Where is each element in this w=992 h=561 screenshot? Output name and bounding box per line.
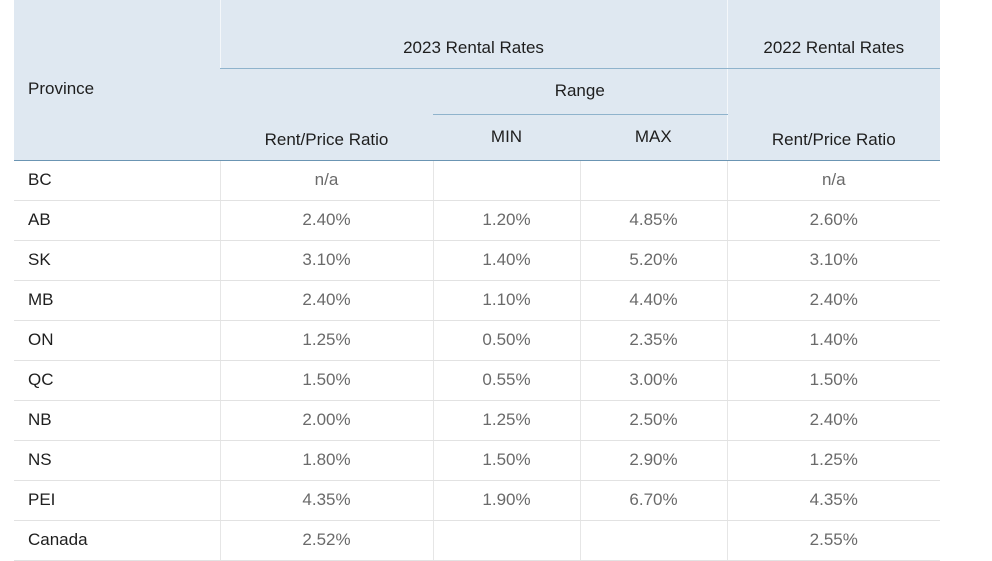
header-cell: Province (14, 0, 220, 161)
province-cell: AB (14, 200, 220, 241)
value-cell: 1.80% (219, 440, 433, 481)
header-cell: 2023 Rental Rates (219, 0, 728, 69)
value-cell: 0.50% (432, 320, 580, 361)
value-cell: 4.85% (579, 200, 728, 241)
province-cell: BC (14, 160, 220, 201)
header-cell: Rent/Price Ratio (220, 68, 433, 161)
table-row: BC n/a n/a (14, 160, 941, 201)
table-row: AB 2.40% 1.20% 4.85% 2.60% (14, 200, 941, 241)
table-body: BC n/a n/a AB 2.40% 1.20% 4.85% 2.60% SK 3.10% 1.4… (14, 160, 941, 561)
province-cell: NB (14, 400, 220, 441)
value-cell: 2.55% (726, 519, 941, 561)
value-cell: 4.35% (726, 480, 941, 521)
rental-table: Province 2023 Rental Rates 2022 Rental R… (14, 0, 941, 561)
header-row: Rent/Price Ratio Range Rent/Price Ratio (14, 68, 941, 161)
province-cell: Canada (14, 519, 220, 561)
province-cell: NS (14, 440, 220, 481)
header-cell: MIN (433, 114, 580, 161)
value-cell: 1.50% (726, 360, 941, 401)
value-cell: 1.50% (219, 360, 433, 401)
table-row: Canada 2.52% 2.55% (14, 519, 941, 561)
value-cell: 1.10% (432, 280, 580, 321)
value-cell (432, 519, 580, 561)
province-cell: ON (14, 320, 220, 361)
value-cell (579, 160, 728, 201)
value-cell: 2.40% (726, 280, 941, 321)
value-cell: 1.20% (432, 200, 580, 241)
value-cell: 2.40% (219, 280, 433, 321)
value-cell: n/a (219, 160, 433, 201)
value-cell: 2.40% (219, 200, 433, 241)
value-cell: 2.40% (726, 400, 941, 441)
table-row: QC 1.50% 0.55% 3.00% 1.50% (14, 360, 941, 401)
value-cell (432, 160, 580, 201)
value-cell: 1.50% (432, 440, 580, 481)
table-header: Province 2023 Rental Rates 2022 Rental R… (14, 0, 941, 161)
value-cell: n/a (726, 160, 941, 201)
value-cell: 3.10% (219, 240, 433, 281)
value-cell: 2.52% (219, 519, 433, 561)
header-cell: Range (433, 68, 728, 115)
table-row: NB 2.00% 1.25% 2.50% 2.40% (14, 400, 941, 441)
value-cell: 4.35% (219, 480, 433, 521)
header-row: MIN MAX (14, 114, 940, 161)
table-row: NS 1.80% 1.50% 2.90% 1.25% (14, 440, 941, 481)
value-cell: 5.20% (579, 240, 728, 281)
value-cell: 1.40% (726, 320, 941, 361)
table-row: ON 1.25% 0.50% 2.35% 1.40% (14, 320, 941, 361)
value-cell: 4.40% (579, 280, 728, 321)
value-cell: 2.50% (579, 400, 728, 441)
value-cell: 3.10% (726, 240, 941, 281)
table-row: SK 3.10% 1.40% 5.20% 3.10% (14, 240, 941, 281)
table-row: MB 2.40% 1.10% 4.40% 2.40% (14, 280, 941, 321)
value-cell: 6.70% (579, 480, 728, 521)
value-cell: 2.35% (579, 320, 728, 361)
province-cell: PEI (14, 480, 220, 521)
header-cell: Rent/Price Ratio (726, 68, 941, 161)
value-cell: 2.90% (579, 440, 728, 481)
value-cell: 1.90% (432, 480, 580, 521)
value-cell: 1.25% (432, 400, 580, 441)
value-cell: 1.25% (219, 320, 433, 361)
table-row: PEI 4.35% 1.90% 6.70% 4.35% (14, 480, 941, 521)
province-cell: QC (14, 360, 220, 401)
header-cell: MAX (580, 114, 728, 161)
province-cell: MB (14, 280, 220, 321)
value-cell: 2.60% (726, 200, 941, 241)
header-cell: 2022 Rental Rates (726, 0, 941, 69)
value-cell (579, 519, 728, 561)
province-cell: SK (14, 240, 220, 281)
value-cell: 1.40% (432, 240, 580, 281)
value-cell: 0.55% (432, 360, 580, 401)
value-cell: 2.00% (219, 400, 433, 441)
value-cell: 1.25% (726, 440, 941, 481)
header-row: Province 2023 Rental Rates 2022 Rental R… (14, 0, 941, 161)
value-cell: 3.00% (579, 360, 728, 401)
